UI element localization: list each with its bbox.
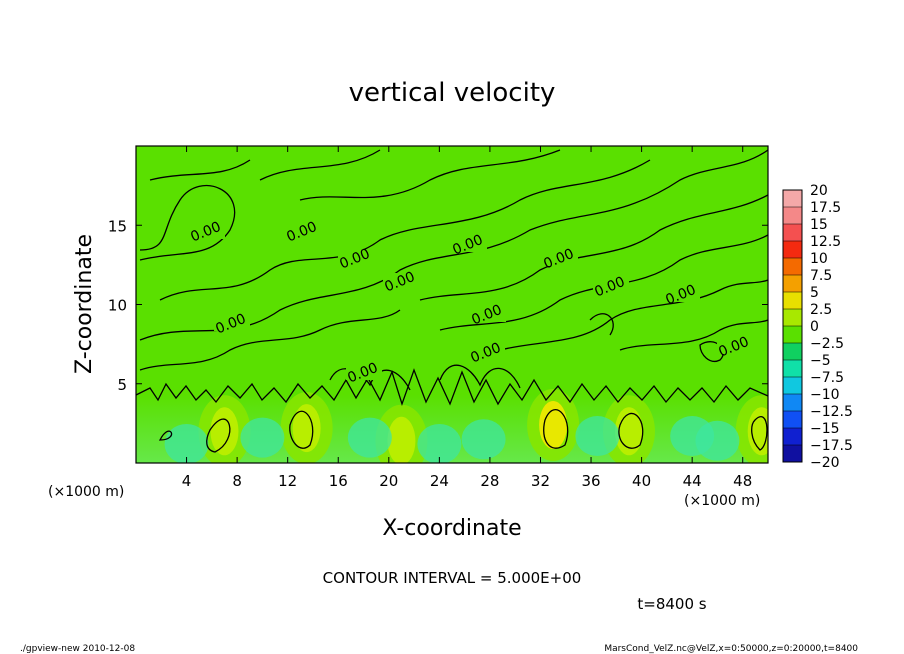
x-tick-label: 48 — [733, 472, 752, 490]
colorbar-swatch — [783, 428, 802, 446]
colorbar-label: 7.5 — [810, 268, 832, 284]
y-axis-label: Z-coordinate — [72, 234, 97, 374]
colorbar-label: 17.5 — [810, 200, 841, 216]
contour-interval-note: CONTOUR INTERVAL = 5.000E+00 — [323, 569, 582, 587]
updraft-core — [539, 400, 568, 449]
colorbar-label: −15 — [810, 421, 840, 437]
plot-area: 0.00 0.000.000.000.000.000.00 0.000.00 0.00… — [136, 146, 768, 463]
y-tick-label: 15 — [108, 217, 127, 235]
x-tick-label: 36 — [581, 472, 600, 490]
colorbar-label: 12.5 — [810, 234, 841, 250]
colorbar-label: −20 — [810, 455, 840, 471]
colorbar-label: 0 — [810, 319, 819, 335]
colorbar-swatch — [783, 377, 802, 395]
colorbar-label: 5 — [810, 285, 819, 301]
x-tick-label: 8 — [232, 472, 242, 490]
contour-label-bg — [346, 364, 382, 380]
contour-label-bg — [542, 250, 578, 266]
colorbar-label: −17.5 — [810, 438, 853, 454]
x-tick-label: 24 — [430, 472, 449, 490]
colorbar-label: 15 — [810, 217, 828, 233]
contour-label-bg — [664, 286, 700, 302]
colorbar-label: 10 — [810, 251, 828, 267]
x-tick-label: 32 — [531, 472, 550, 490]
colorbar-swatch — [783, 275, 802, 293]
contour-lines — [136, 149, 768, 453]
colorbar-swatch — [783, 309, 802, 327]
updraft-core — [292, 404, 321, 453]
contour-label-bg — [717, 338, 753, 354]
x-tick-label: 16 — [329, 472, 348, 490]
x-unit-label-right: (×1000 m) — [684, 493, 760, 509]
updraft-core — [747, 407, 768, 456]
downdraft-region — [575, 416, 620, 457]
x-tick-label: 4 — [182, 472, 192, 490]
colorbar-swatch — [783, 190, 802, 208]
colorbar-label: −12.5 — [810, 404, 853, 420]
downdraft-region — [461, 419, 506, 460]
x-tick-label: 20 — [379, 472, 398, 490]
colorbar-label: −5 — [810, 353, 831, 369]
downdraft-region — [695, 420, 740, 461]
colorbar-swatch — [783, 241, 802, 259]
colorbar-label: 20 — [810, 183, 828, 199]
colorbar-swatch — [783, 326, 802, 344]
contour-label-bg — [451, 236, 487, 252]
colorbar-swatch — [783, 360, 802, 378]
y-tick-label: 10 — [108, 297, 127, 315]
downdraft-region — [347, 417, 392, 458]
colorbar-swatch — [783, 207, 802, 225]
contour-label-bg — [285, 223, 321, 239]
updraft-core — [387, 416, 416, 463]
colorbar-swatch — [783, 445, 802, 463]
chart-title: vertical velocity — [349, 78, 556, 108]
downdraft-region — [164, 423, 209, 463]
colorbar-swatch — [783, 411, 802, 429]
downdraft-region — [240, 417, 285, 458]
contour-label-bg — [338, 250, 374, 266]
x-tick-label: 44 — [683, 472, 702, 490]
footer-right: MarsCond_VelZ.nc@VelZ,x=0:50000,z=0:2000… — [604, 644, 858, 654]
contour-label-bg — [189, 223, 225, 239]
contour-label-bg — [214, 315, 250, 331]
colorbar-swatch — [783, 343, 802, 361]
colorbar-swatch — [783, 258, 802, 276]
colorbar-label: −2.5 — [810, 336, 844, 352]
x-axis-label: X-coordinate — [382, 516, 521, 541]
downdraft-region — [417, 423, 462, 463]
colorbar-label: −7.5 — [810, 370, 844, 386]
contour-label-bg — [470, 306, 506, 322]
x-axis: 4 8 12 16 20 24 28 32 36 40 44 48 — [182, 146, 752, 490]
x-unit-label-left: (×1000 m) — [48, 484, 124, 500]
colorbar-swatch — [783, 292, 802, 310]
colorbar-swatch — [783, 224, 802, 242]
footer-left: ./gpview-new 2010-12-08 — [20, 644, 135, 654]
time-label: t=8400 s — [637, 595, 706, 613]
colorbar-label: −10 — [810, 387, 840, 403]
colorbar: 2017.51512.5107.552.50−2.5−5−7.5−10−12.5… — [782, 183, 853, 471]
contour-label-bg — [593, 278, 629, 294]
x-tick-label: 12 — [278, 472, 297, 490]
y-tick-label: 5 — [117, 376, 127, 394]
x-tick-label: 40 — [632, 472, 651, 490]
x-tick-label: 28 — [480, 472, 499, 490]
contour-label-bg — [469, 344, 505, 360]
colorbar-label: 2.5 — [810, 302, 832, 318]
colorbar-swatch — [783, 394, 802, 412]
updraft-core — [210, 407, 239, 456]
contour-label-bg — [383, 273, 419, 289]
y-axis: 5 10 15 — [108, 217, 768, 394]
